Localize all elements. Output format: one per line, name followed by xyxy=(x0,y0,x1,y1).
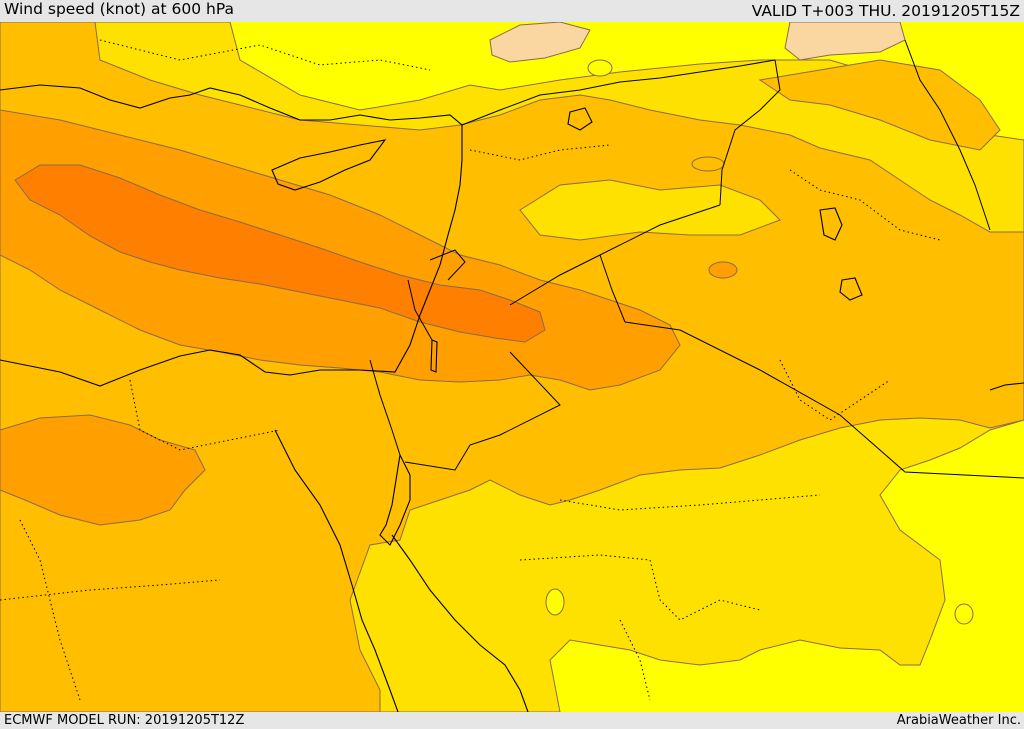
admin-syria-1 xyxy=(469,144,611,161)
border-jordan-saudi xyxy=(404,351,561,471)
yellow-pocket-3 xyxy=(587,59,613,77)
map-title: Wind speed (knot) at 600 hPa xyxy=(4,0,235,18)
credit: ArabiaWeather Inc. xyxy=(896,713,1021,728)
admin-egypt-1 xyxy=(0,579,221,601)
coast-sinai-gulf-suez xyxy=(274,429,399,712)
orange-pocket-1 xyxy=(708,261,738,279)
border-turkey-syria xyxy=(461,59,776,126)
border-iraq-saudi xyxy=(624,321,1024,479)
admin-saudi-3 xyxy=(619,619,651,701)
border-iran-east xyxy=(904,39,991,231)
coast-turkey-south xyxy=(0,84,463,160)
wind-speed-map[interactable] xyxy=(0,22,1024,712)
map-canvas xyxy=(0,22,1024,712)
band-gold-patch xyxy=(519,179,781,241)
coast-cyprus xyxy=(271,139,387,191)
footer-bar: ECMWF MODEL RUN: 20191205T12Z ArabiaWeat… xyxy=(0,712,1024,729)
yellow-pocket-1 xyxy=(545,588,565,616)
coast-lake-east xyxy=(839,277,863,301)
coast-dead-sea xyxy=(430,339,438,373)
amber-pocket-1 xyxy=(691,156,725,172)
border-israel-jordan xyxy=(407,279,433,341)
valid-time: VALID T+003 THU. 20191205T15Z xyxy=(751,2,1020,20)
band-orange-west xyxy=(0,414,206,526)
coast-gulf-aqaba xyxy=(379,453,411,546)
border-jordan-iraq xyxy=(599,254,626,323)
admin-egypt-2 xyxy=(129,379,281,451)
admin-saudi-1 xyxy=(519,554,761,621)
admin-libya xyxy=(19,519,81,701)
yellow-pocket-2 xyxy=(954,603,974,625)
band-light-ne xyxy=(784,22,906,61)
band-light-n xyxy=(489,22,591,63)
coast-mediterranean-south xyxy=(0,159,463,387)
coast-caspian-lake xyxy=(819,207,843,241)
coast-persian-gulf xyxy=(989,382,1024,391)
coast-red-sea-east xyxy=(391,534,529,712)
border-iran-iraq xyxy=(719,59,781,206)
admin-saudi-2 xyxy=(559,494,821,511)
admin-iraq-2 xyxy=(789,169,941,241)
model-run: ECMWF MODEL RUN: 20191205T12Z xyxy=(4,713,245,728)
border-lebanon xyxy=(429,249,466,281)
coast-lake-van xyxy=(567,107,593,131)
band-amber-east xyxy=(758,59,1001,151)
admin-turkey-1 xyxy=(99,39,431,71)
border-egypt-israel xyxy=(369,359,401,456)
header-bar: Wind speed (knot) at 600 hPa VALID T+003… xyxy=(0,0,1024,22)
